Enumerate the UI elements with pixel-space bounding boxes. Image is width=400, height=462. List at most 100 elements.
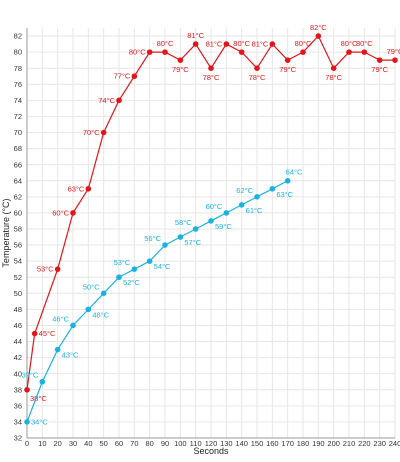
data-label: 80°C bbox=[157, 39, 174, 48]
x-tick-label: 180 bbox=[297, 439, 310, 448]
data-label: 80°C bbox=[233, 39, 250, 48]
y-tick-label: 52 bbox=[14, 273, 22, 282]
data-point bbox=[192, 226, 199, 232]
data-label: 45°C bbox=[39, 329, 56, 338]
data-label: 78°C bbox=[249, 73, 266, 82]
x-tick-label: 90 bbox=[161, 439, 169, 448]
y-tick-label: 34 bbox=[14, 418, 22, 427]
y-tick-label: 72 bbox=[14, 112, 22, 121]
data-label: 80°C bbox=[129, 48, 146, 57]
y-tick-label: 60 bbox=[14, 209, 22, 218]
data-point bbox=[300, 49, 306, 55]
data-point bbox=[100, 129, 107, 136]
series-line bbox=[26, 180, 288, 423]
data-point bbox=[392, 57, 398, 63]
data-label: 39°C bbox=[22, 371, 39, 380]
y-axis-title: Temperature (°C) bbox=[1, 198, 11, 267]
data-point bbox=[361, 49, 368, 55]
data-label: 43°C bbox=[62, 351, 79, 360]
data-label: 50°C bbox=[83, 282, 100, 291]
x-tick-label: 140 bbox=[235, 439, 248, 448]
data-label: 54°C bbox=[154, 262, 171, 271]
data-label: 56°C bbox=[144, 234, 161, 243]
data-point bbox=[284, 57, 291, 63]
data-label: 80°C bbox=[356, 39, 373, 48]
y-tick-label: 82 bbox=[14, 32, 22, 41]
data-point bbox=[269, 185, 276, 192]
series-layer: 38°C45°C53°C60°C63°C70°C74°C77°C80°C80°C… bbox=[22, 23, 400, 426]
data-label: 60°C bbox=[206, 202, 223, 211]
x-tick-label: 100 bbox=[174, 439, 187, 448]
x-tick-label: 230 bbox=[373, 439, 386, 448]
x-tick-labels: 0 10 20 30 40 50 60 70 80 90 100 110 120 130 140 150 160… bbox=[25, 439, 400, 448]
data-point bbox=[238, 49, 245, 55]
y-tick-label: 74 bbox=[14, 96, 22, 105]
x-tick-label: 30 bbox=[69, 439, 77, 448]
x-tick-label: 70 bbox=[130, 439, 138, 448]
data-point bbox=[346, 49, 352, 55]
data-point bbox=[238, 202, 245, 208]
series-2: 34°C 39°C 43°C 46°C 48°C 50°C 52°C 53°C 54°C 56°C… bbox=[22, 168, 303, 427]
data-point bbox=[70, 322, 76, 329]
data-point bbox=[146, 258, 153, 264]
data-label: 79°C bbox=[387, 47, 400, 56]
data-label: 81°C bbox=[187, 31, 204, 40]
y-tick-label: 54 bbox=[14, 257, 22, 266]
x-tick-label: 60 bbox=[115, 439, 123, 448]
x-tick-label: 10 bbox=[38, 439, 46, 448]
data-label: 46°C bbox=[52, 314, 69, 323]
y-tick-label: 36 bbox=[14, 401, 22, 410]
data-point bbox=[24, 419, 30, 425]
data-label: 63°C bbox=[68, 184, 85, 193]
x-tick-label: 240 bbox=[389, 439, 400, 448]
y-tick-label: 42 bbox=[14, 353, 22, 362]
x-tick-label: 200 bbox=[327, 439, 340, 448]
data-label: 61°C bbox=[246, 206, 263, 215]
y-tick-label: 70 bbox=[14, 128, 22, 137]
data-label: 48°C bbox=[92, 310, 109, 319]
data-point bbox=[131, 73, 138, 80]
data-point bbox=[100, 290, 107, 297]
data-label: 81°C bbox=[206, 40, 223, 49]
data-point bbox=[208, 218, 214, 224]
data-point bbox=[85, 306, 92, 313]
data-label: 74°C bbox=[98, 96, 115, 105]
data-label: 79°C bbox=[371, 65, 388, 74]
data-point bbox=[54, 346, 61, 353]
y-tick-label: 80 bbox=[14, 48, 22, 57]
x-tick-label: 210 bbox=[343, 439, 356, 448]
y-tick-label: 56 bbox=[14, 241, 22, 250]
data-point bbox=[330, 65, 337, 71]
series-1: 38°C45°C53°C60°C63°C70°C74°C77°C80°C80°C… bbox=[24, 23, 400, 403]
x-tick-label: 50 bbox=[99, 439, 107, 448]
x-tick-label: 160 bbox=[266, 439, 279, 448]
y-tick-label: 62 bbox=[14, 192, 22, 201]
data-point bbox=[116, 97, 122, 104]
data-point bbox=[177, 234, 184, 240]
y-tick-label: 48 bbox=[14, 305, 22, 314]
data-point bbox=[254, 194, 260, 200]
data-label: 77°C bbox=[114, 72, 131, 81]
y-tick-label: 66 bbox=[14, 160, 22, 169]
x-tick-label: 220 bbox=[358, 439, 371, 448]
data-point bbox=[376, 57, 383, 63]
data-point bbox=[85, 185, 92, 192]
data-point bbox=[131, 266, 138, 272]
data-point bbox=[24, 386, 30, 393]
data-label: 38°C bbox=[30, 394, 47, 403]
axes bbox=[26, 28, 395, 439]
data-label: 64°C bbox=[286, 168, 303, 177]
data-point bbox=[223, 41, 230, 47]
x-tick-label: 20 bbox=[53, 439, 61, 448]
x-tick-label: 80 bbox=[145, 439, 153, 448]
y-tick-label: 44 bbox=[14, 337, 22, 346]
data-label: 80°C bbox=[341, 39, 358, 48]
data-point bbox=[223, 210, 230, 216]
x-tick-label: 150 bbox=[251, 439, 264, 448]
data-point bbox=[116, 274, 122, 281]
x-tick-label: 110 bbox=[190, 439, 202, 448]
grid bbox=[26, 28, 396, 439]
data-label: 53°C bbox=[114, 258, 131, 267]
data-point bbox=[54, 266, 61, 272]
